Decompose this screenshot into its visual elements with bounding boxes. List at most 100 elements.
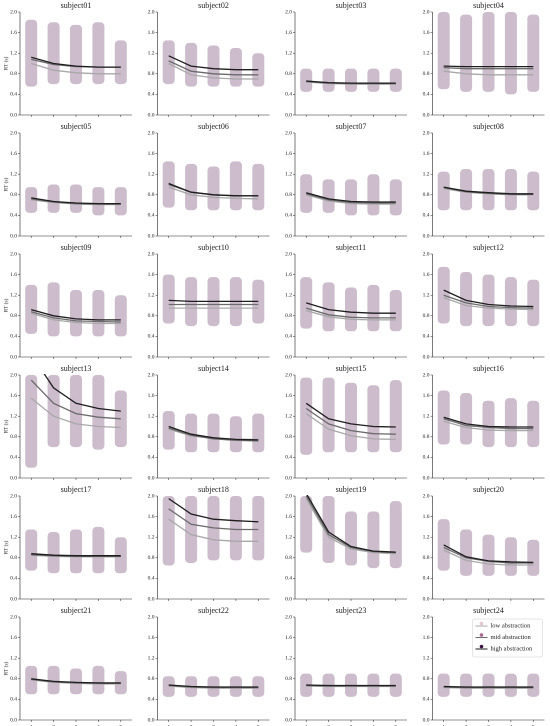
y-tick-label: 0.4 (10, 576, 17, 582)
fit-line (168, 186, 259, 200)
fit-line (306, 495, 396, 553)
rt-spread (389, 68, 402, 92)
x-tick-label: 2 (327, 724, 330, 726)
panel: subject11 0.0 0.4 0.8 1.2 1.6 2.0 (285, 243, 407, 360)
rt-spread (482, 673, 495, 697)
x-tick-label: 4 (235, 724, 238, 726)
rt-spread (114, 40, 127, 85)
rt-spread (47, 22, 60, 85)
y-tick-label: 2.0 (148, 9, 155, 15)
rt-spread (207, 166, 220, 211)
rt-spread (25, 19, 38, 87)
rt-spread (322, 496, 335, 563)
fit-line (305, 498, 396, 555)
y-tick-label: 0.8 (423, 555, 430, 561)
x-tick-label: 1 (442, 724, 445, 726)
y-tick-label: 1.2 (148, 534, 155, 540)
rt-spread (162, 274, 175, 324)
y-tick-label: 1.2 (10, 50, 17, 56)
y-tick-label: 0.0 (423, 112, 430, 118)
y-tick-label: 1.6 (423, 151, 430, 157)
rt-spread (322, 68, 335, 92)
x-tick-label: 3 (75, 724, 78, 726)
rt-spread (482, 169, 495, 211)
panel: subject15 0.0 0.4 0.8 1.2 1.6 2.0 (285, 364, 407, 481)
legend-label: mid abstraction (491, 634, 532, 641)
rt-spread (322, 377, 335, 453)
fit-line (31, 678, 121, 684)
x-tick-label: 5 (394, 724, 397, 726)
plot-area (162, 40, 265, 87)
y-tick-label: 1.6 (423, 272, 430, 278)
y-tick-label: 0.0 (148, 717, 155, 723)
fit-line (443, 297, 534, 311)
rt-spread (252, 163, 265, 211)
panel: subject10 0.0 0.4 0.8 1.2 1.6 2.0 (148, 243, 270, 360)
x-tick-label: 4 (372, 724, 375, 726)
legend-label: high abstraction (491, 645, 533, 652)
x-tick-label: 4 (510, 724, 513, 726)
rt-spread (47, 282, 60, 337)
y-tick-label: 2.0 (148, 130, 155, 136)
y-tick-label: 0.4 (10, 697, 17, 703)
plot-area (162, 496, 265, 566)
y-tick-label: 2.0 (10, 493, 17, 499)
fit-line (306, 309, 396, 321)
panel-title: subject02 (198, 1, 229, 10)
y-tick-label: 1.2 (148, 171, 155, 177)
plot-area (300, 174, 402, 216)
rt-spread (345, 68, 357, 92)
plot-area (437, 519, 540, 576)
legend-box (472, 618, 543, 658)
y-tick-label: 0.4 (285, 92, 292, 98)
rt-spread (437, 12, 450, 90)
x-tick-label: 2 (190, 724, 193, 726)
fit-line (168, 182, 259, 197)
fit-line (306, 194, 396, 205)
y-tick-label: 1.2 (423, 413, 430, 419)
y-tick-label: 0.0 (423, 475, 430, 481)
y-tick-label: 1.2 (10, 292, 17, 298)
legend-label: low abstraction (491, 622, 532, 629)
panel-title: subject22 (198, 606, 229, 615)
rt-spread (114, 295, 127, 337)
legend-marker (479, 621, 484, 626)
rt-spread (229, 416, 242, 453)
y-tick-label: 2.0 (285, 9, 292, 15)
y-tick-label: 1.2 (423, 292, 430, 298)
panel-title: subject20 (473, 485, 504, 494)
fit-line (443, 186, 534, 195)
rt-spread (482, 400, 495, 448)
y-tick-label: 2.0 (285, 614, 292, 620)
fit-line (443, 416, 534, 428)
y-tick-label: 2.0 (423, 372, 430, 378)
y-tick-label: 0.0 (148, 233, 155, 239)
fit-line (306, 307, 396, 319)
rt-spread (207, 413, 220, 453)
rt-spread (345, 287, 357, 332)
plot-area (162, 274, 265, 327)
fit-line (168, 299, 259, 303)
panel-title: subject01 (61, 1, 92, 10)
panel-title: subject14 (198, 364, 229, 373)
panel: subject18 0.0 0.4 0.8 1.2 1.6 2.0 (148, 485, 270, 602)
rt-spread (229, 496, 242, 561)
rt-spread (185, 413, 198, 453)
panel-title: subject03 (336, 1, 367, 10)
rt-spread (70, 375, 82, 448)
fit-line (443, 65, 534, 68)
plot-area (437, 169, 540, 211)
rt-spread (47, 375, 60, 448)
rt-spread (504, 169, 517, 211)
rt-spread (92, 526, 105, 574)
y-tick-label: 1.2 (285, 50, 292, 56)
y-tick-label: 2.0 (148, 372, 155, 378)
y-tick-label: 0.4 (10, 334, 17, 340)
rt-spread (367, 385, 380, 453)
y-tick-label: 2.0 (285, 493, 292, 499)
rt-spread (437, 171, 450, 211)
rt-spread (252, 413, 265, 453)
y-tick-label: 1.2 (285, 655, 292, 661)
y-tick-label: 1.6 (423, 514, 430, 520)
rt-spread (437, 673, 450, 697)
